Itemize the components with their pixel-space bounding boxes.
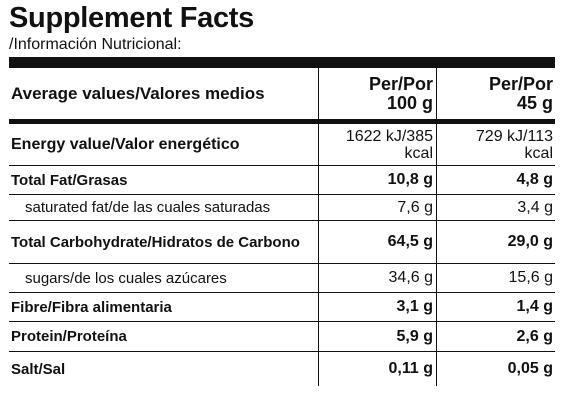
- row-col2: 2,6 g: [441, 322, 553, 351]
- row-col2-value: 2,6 g: [516, 327, 553, 345]
- column-divider: [318, 352, 319, 386]
- row-label: Fibre/Fibra alimentaria: [11, 298, 172, 316]
- header-col1-line2: 100 g: [386, 92, 433, 113]
- column-divider: [436, 68, 437, 119]
- row-label: saturated fat/de las cuales saturadas: [25, 199, 271, 216]
- header-col-100g: Per/Por 100 g: [321, 68, 433, 119]
- column-divider: [318, 322, 319, 351]
- header-col1-line1: Per/Por: [368, 73, 433, 94]
- row-col1: 0,11 g: [321, 352, 433, 386]
- row-col2-value: 4,8 g: [516, 171, 553, 188]
- energy-col2-line1: 729 kJ/113: [475, 127, 553, 145]
- row-col2-value: 1,4 g: [516, 298, 553, 315]
- column-divider: [436, 322, 437, 351]
- column-divider: [318, 264, 319, 292]
- table-header-row: Average values/Valores medios Per/Por 10…: [9, 68, 555, 119]
- row-col2: 15,6 g: [441, 264, 553, 292]
- row-col1-value: 10,8 g: [387, 171, 433, 188]
- page-subtitle: /Información Nutricional:: [9, 36, 182, 53]
- column-divider: [436, 221, 437, 263]
- row-col1-value: 7,6 g: [397, 198, 433, 216]
- table-row: Fibre/Fibra alimentaria 3,1 g 1,4 g: [9, 293, 555, 322]
- row-col2-value: 3,4 g: [517, 198, 553, 216]
- row-label: sugars/de los cuales azúcares: [25, 269, 227, 287]
- column-divider: [318, 195, 319, 220]
- page-title: Supplement Facts: [9, 2, 254, 34]
- row-col2: 3,4 g: [441, 195, 553, 220]
- row-col2-value: 15,6 g: [508, 269, 553, 286]
- row-col1: 10,8 g: [321, 166, 433, 194]
- row-col2: 1,4 g: [441, 293, 553, 321]
- column-divider: [436, 264, 437, 292]
- table-row: Protein/Proteína 5,9 g 2,6 g: [9, 322, 555, 352]
- row-label: Total Fat/Grasas: [11, 171, 128, 189]
- table-row: Total Fat/Grasas 10,8 g 4,8 g: [9, 166, 555, 195]
- table-row: Salt/Sal 0,11 g 0,05 g: [9, 352, 555, 386]
- row-col2: 0,05 g: [441, 352, 553, 386]
- energy-col1-line1: 1622 kJ/385: [345, 127, 433, 145]
- column-divider: [318, 293, 319, 321]
- row-col1: 5,9 g: [321, 322, 433, 351]
- energy-col2: 729 kJ/113 kcal: [441, 124, 553, 165]
- row-label: Total Carbohydrate/Hidratos de Carbono: [11, 233, 300, 251]
- row-col1-value: 3,1 g: [396, 298, 433, 315]
- row-col1: 64,5 g: [321, 221, 433, 263]
- header-col-45g: Per/Por 45 g: [441, 68, 553, 119]
- energy-col2-line2: kcal: [524, 144, 553, 162]
- energy-label: Energy value/Valor energético: [11, 135, 240, 153]
- energy-col1: 1622 kJ/385 kcal: [321, 124, 433, 165]
- header-col2-line1: Per/Por: [488, 73, 553, 94]
- row-col1: 7,6 g: [321, 195, 433, 220]
- row-label: Protein/Proteína: [11, 328, 127, 345]
- column-divider: [436, 124, 437, 165]
- row-col2: 29,0 g: [441, 221, 553, 263]
- row-col2-value: 29,0 g: [507, 233, 553, 250]
- column-divider: [436, 293, 437, 321]
- header-col2-line2: 45 g: [516, 92, 553, 113]
- table-row: sugars/de los cuales azúcares 34,6 g 15,…: [9, 264, 555, 293]
- column-divider: [318, 221, 319, 263]
- header-rule: [9, 57, 555, 68]
- column-divider: [436, 166, 437, 194]
- row-label: Salt/Sal: [11, 360, 66, 378]
- energy-col1-line2: kcal: [404, 144, 433, 162]
- row-col1-value: 5,9 g: [396, 327, 433, 345]
- row-col1: 34,6 g: [321, 264, 433, 292]
- table-row: Total Carbohydrate/Hidratos de Carbono 6…: [9, 221, 555, 264]
- column-divider: [318, 68, 319, 119]
- row-col2-value: 0,05 g: [507, 360, 553, 377]
- column-divider: [318, 166, 319, 194]
- section-rule: [9, 119, 555, 124]
- table-row: saturated fat/de las cuales saturadas 7,…: [9, 195, 555, 221]
- column-divider: [436, 195, 437, 220]
- row-col1-value: 34,6 g: [388, 269, 433, 286]
- row-col1: 3,1 g: [321, 293, 433, 321]
- row-col2: 4,8 g: [441, 166, 553, 194]
- column-divider: [318, 124, 319, 165]
- column-divider: [436, 352, 437, 386]
- energy-row: Energy value/Valor energético 1622 kJ/38…: [9, 124, 555, 166]
- header-label: Average values/Valores medios: [11, 83, 265, 103]
- row-col1-value: 64,5 g: [387, 233, 433, 250]
- row-col1-value: 0,11 g: [388, 360, 433, 377]
